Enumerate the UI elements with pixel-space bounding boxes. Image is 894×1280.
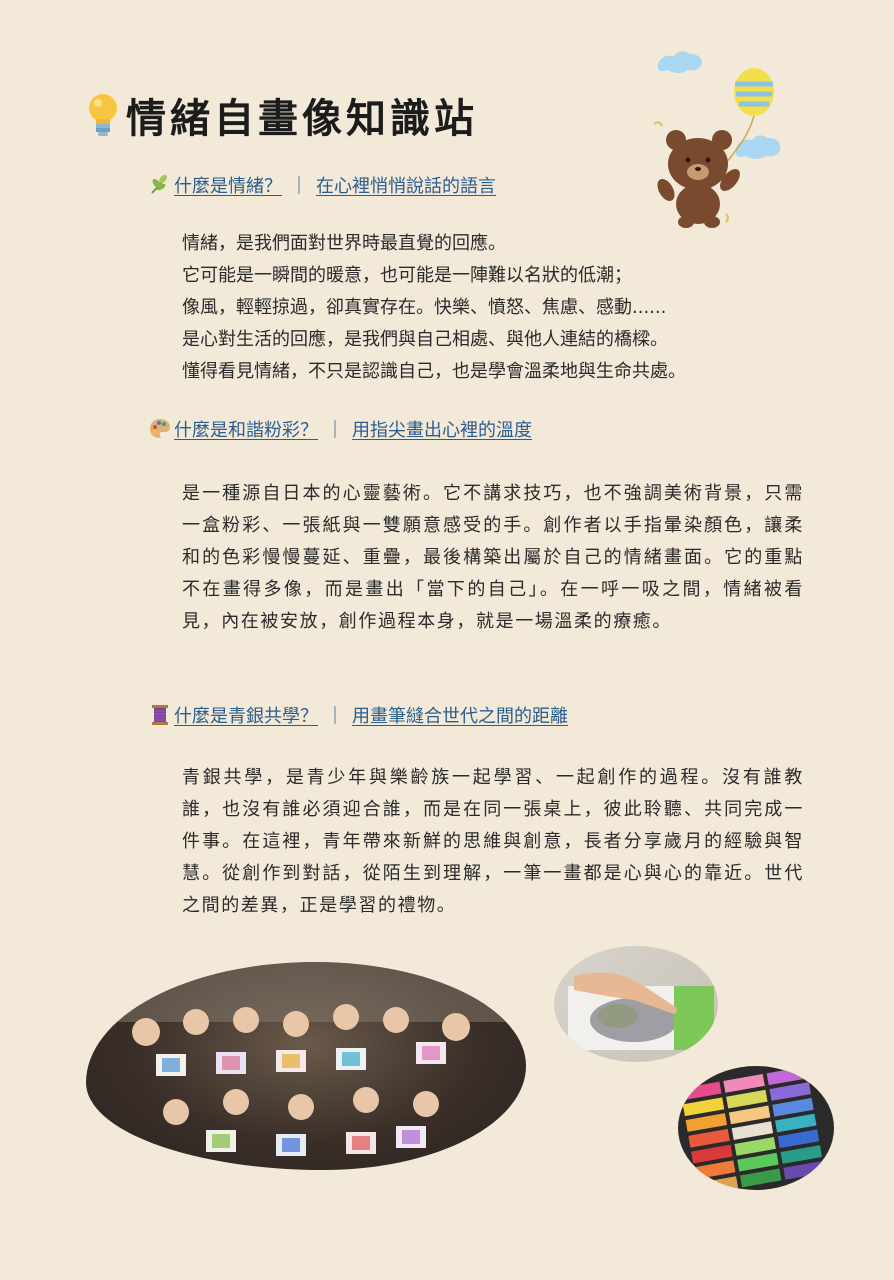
emotion-line: 懂得看見情緒，不只是認識自己，也是學會溫柔地與生命共處。 xyxy=(182,361,686,382)
section-heading-emotion: 什麼是情緒？ ｜ 在心裡悄悄說話的語言 xyxy=(148,172,496,198)
section-tagline: 在心裡悄悄說話的語言 xyxy=(316,176,496,197)
thread-spool-icon xyxy=(148,703,172,727)
section-separator: ｜ xyxy=(326,706,344,727)
section-separator: ｜ xyxy=(290,176,308,197)
finger-pastel-photo xyxy=(554,946,718,1062)
page-title: 情緒自畫像知識站 xyxy=(126,95,478,142)
emotion-line: 它可能是一瞬間的暖意，也可能是一陣難以名狀的低潮； xyxy=(182,265,632,286)
section-tagline: 用指尖畫出心裡的溫度 xyxy=(352,420,532,441)
section-heading-pastel: 什麼是和諧粉彩？ ｜ 用指尖畫出心裡的溫度 xyxy=(148,416,532,442)
emotion-line: 情緒，是我們面對世界時最直覺的回應。 xyxy=(182,233,506,254)
section-heading-intergenerational: 什麼是青銀共學？ ｜ 用畫筆縫合世代之間的距離 xyxy=(148,702,568,728)
pastel-description: 是一種源自日本的心靈藝術。它不講求技巧，也不強調美術背景，只需一盒粉彩、一張紙與… xyxy=(182,483,804,632)
emotion-line: 像風，輕輕掠過，卻真實存在。快樂、憤怒、焦慮、感動...... xyxy=(182,297,667,318)
section-tagline: 用畫筆縫合世代之間的距離 xyxy=(352,706,568,727)
lightbulb-icon xyxy=(86,91,120,139)
section-question: 什麼是和諧粉彩？ xyxy=(174,420,318,441)
section-separator: ｜ xyxy=(326,420,344,441)
section-question: 什麼是情緒？ xyxy=(174,176,282,197)
page-header: 情緒自畫像知識站 xyxy=(86,86,478,144)
pastel-box-photo xyxy=(678,1066,834,1190)
emotion-line: 是心對生活的回應，是我們與自己相處、與他人連結的橋樑。 xyxy=(182,329,668,350)
group-photo xyxy=(86,962,526,1170)
emotion-description: 情緒，是我們面對世界時最直覺的回應。 它可能是一瞬間的暖意，也可能是一陣難以名狀… xyxy=(182,228,822,388)
intergenerational-description: 青銀共學，是青少年與樂齡族一起學習、一起創作的過程。沒有誰教誰，也沒有誰必須迎合… xyxy=(182,767,804,916)
section-question: 什麼是青銀共學？ xyxy=(174,706,318,727)
leaf-icon xyxy=(148,173,172,197)
palette-icon xyxy=(148,417,172,441)
bear-balloon-illustration xyxy=(640,40,810,230)
